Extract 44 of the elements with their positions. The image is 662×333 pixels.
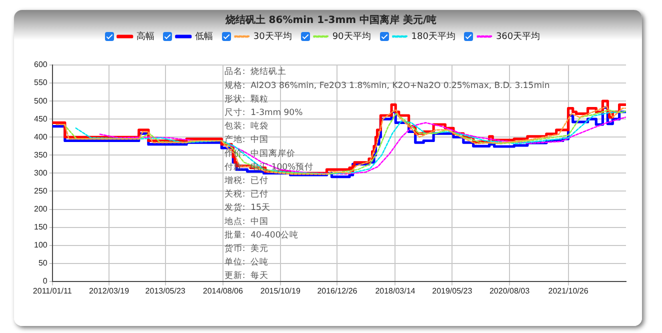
y-tick-label: 500 xyxy=(34,96,48,106)
x-tick-label: 2016/12/26 xyxy=(317,286,358,296)
legend-label: 360天平均 xyxy=(496,30,540,42)
chart-title: 烧结矾土 86%min 1-3mm 中国离岸 美元/吨 xyxy=(224,13,438,27)
annotation: 货币: 美元 xyxy=(224,243,269,254)
annotation: 增税: 已付 xyxy=(223,175,269,186)
y-tick-label: 600 xyxy=(34,60,48,70)
y-tick-label: 300 xyxy=(34,168,48,178)
legend-label: 30天平均 xyxy=(253,30,292,42)
x-tick-label: 2018/03/14 xyxy=(375,286,416,296)
y-tick-label: 400 xyxy=(34,132,48,142)
annotation: 单位: 公吨 xyxy=(224,256,269,268)
y-tick-label: 550 xyxy=(34,78,48,88)
x-tick-label: 2012/03/19 xyxy=(89,286,130,296)
x-tick-label: 2013/05/23 xyxy=(145,286,186,296)
annotation: 品名: 烧结矾土 xyxy=(224,66,287,78)
y-tick-label: 150 xyxy=(34,222,48,232)
y-tick-label: 450 xyxy=(34,114,48,124)
y-tick-label: 200 xyxy=(34,204,48,214)
annotation: 关税: 已付 xyxy=(224,188,269,200)
y-tick-label: 50 xyxy=(38,258,48,268)
y-tick-label: 0 xyxy=(42,276,48,286)
annotation: 尺寸: 1-3mm 90% xyxy=(224,107,303,118)
x-tick-label: 2015/10/19 xyxy=(260,286,301,296)
x-tick-label: 2014/08/06 xyxy=(202,286,244,296)
y-tick-label: 250 xyxy=(34,186,48,196)
legend-label: 90天平均 xyxy=(332,30,371,42)
legend-label: 180天平均 xyxy=(411,30,456,42)
annotation: 地点: 中国 xyxy=(223,216,269,227)
y-tick-label: 100 xyxy=(34,240,48,250)
x-tick-label: 2021/10/26 xyxy=(548,286,589,296)
annotation: 形状: 颗粒 xyxy=(224,93,269,104)
annotation: 产地: 中国 xyxy=(224,134,269,146)
annotation: 更新: 每天 xyxy=(224,270,269,282)
annotation: 包装: 吨袋 xyxy=(224,120,269,132)
x-tick-label: 2020/08/03 xyxy=(489,286,530,296)
legend-label: 低幅 xyxy=(194,30,213,42)
x-tick-label: 2019/05/23 xyxy=(432,286,473,296)
x-tick-label: 2011/01/11 xyxy=(32,286,72,296)
annotation: 批量: 40-400公吨 xyxy=(224,229,299,240)
annotation: 规格: Al2O3 86%min, Fe2O3 1.8%min, K2O+Na2O 0.25%max, B.D. 3.15min xyxy=(224,80,550,91)
y-tick-label: 350 xyxy=(34,150,48,160)
annotation: 发货: 15天 xyxy=(224,202,270,214)
legend-label: 高幅 xyxy=(136,30,154,42)
